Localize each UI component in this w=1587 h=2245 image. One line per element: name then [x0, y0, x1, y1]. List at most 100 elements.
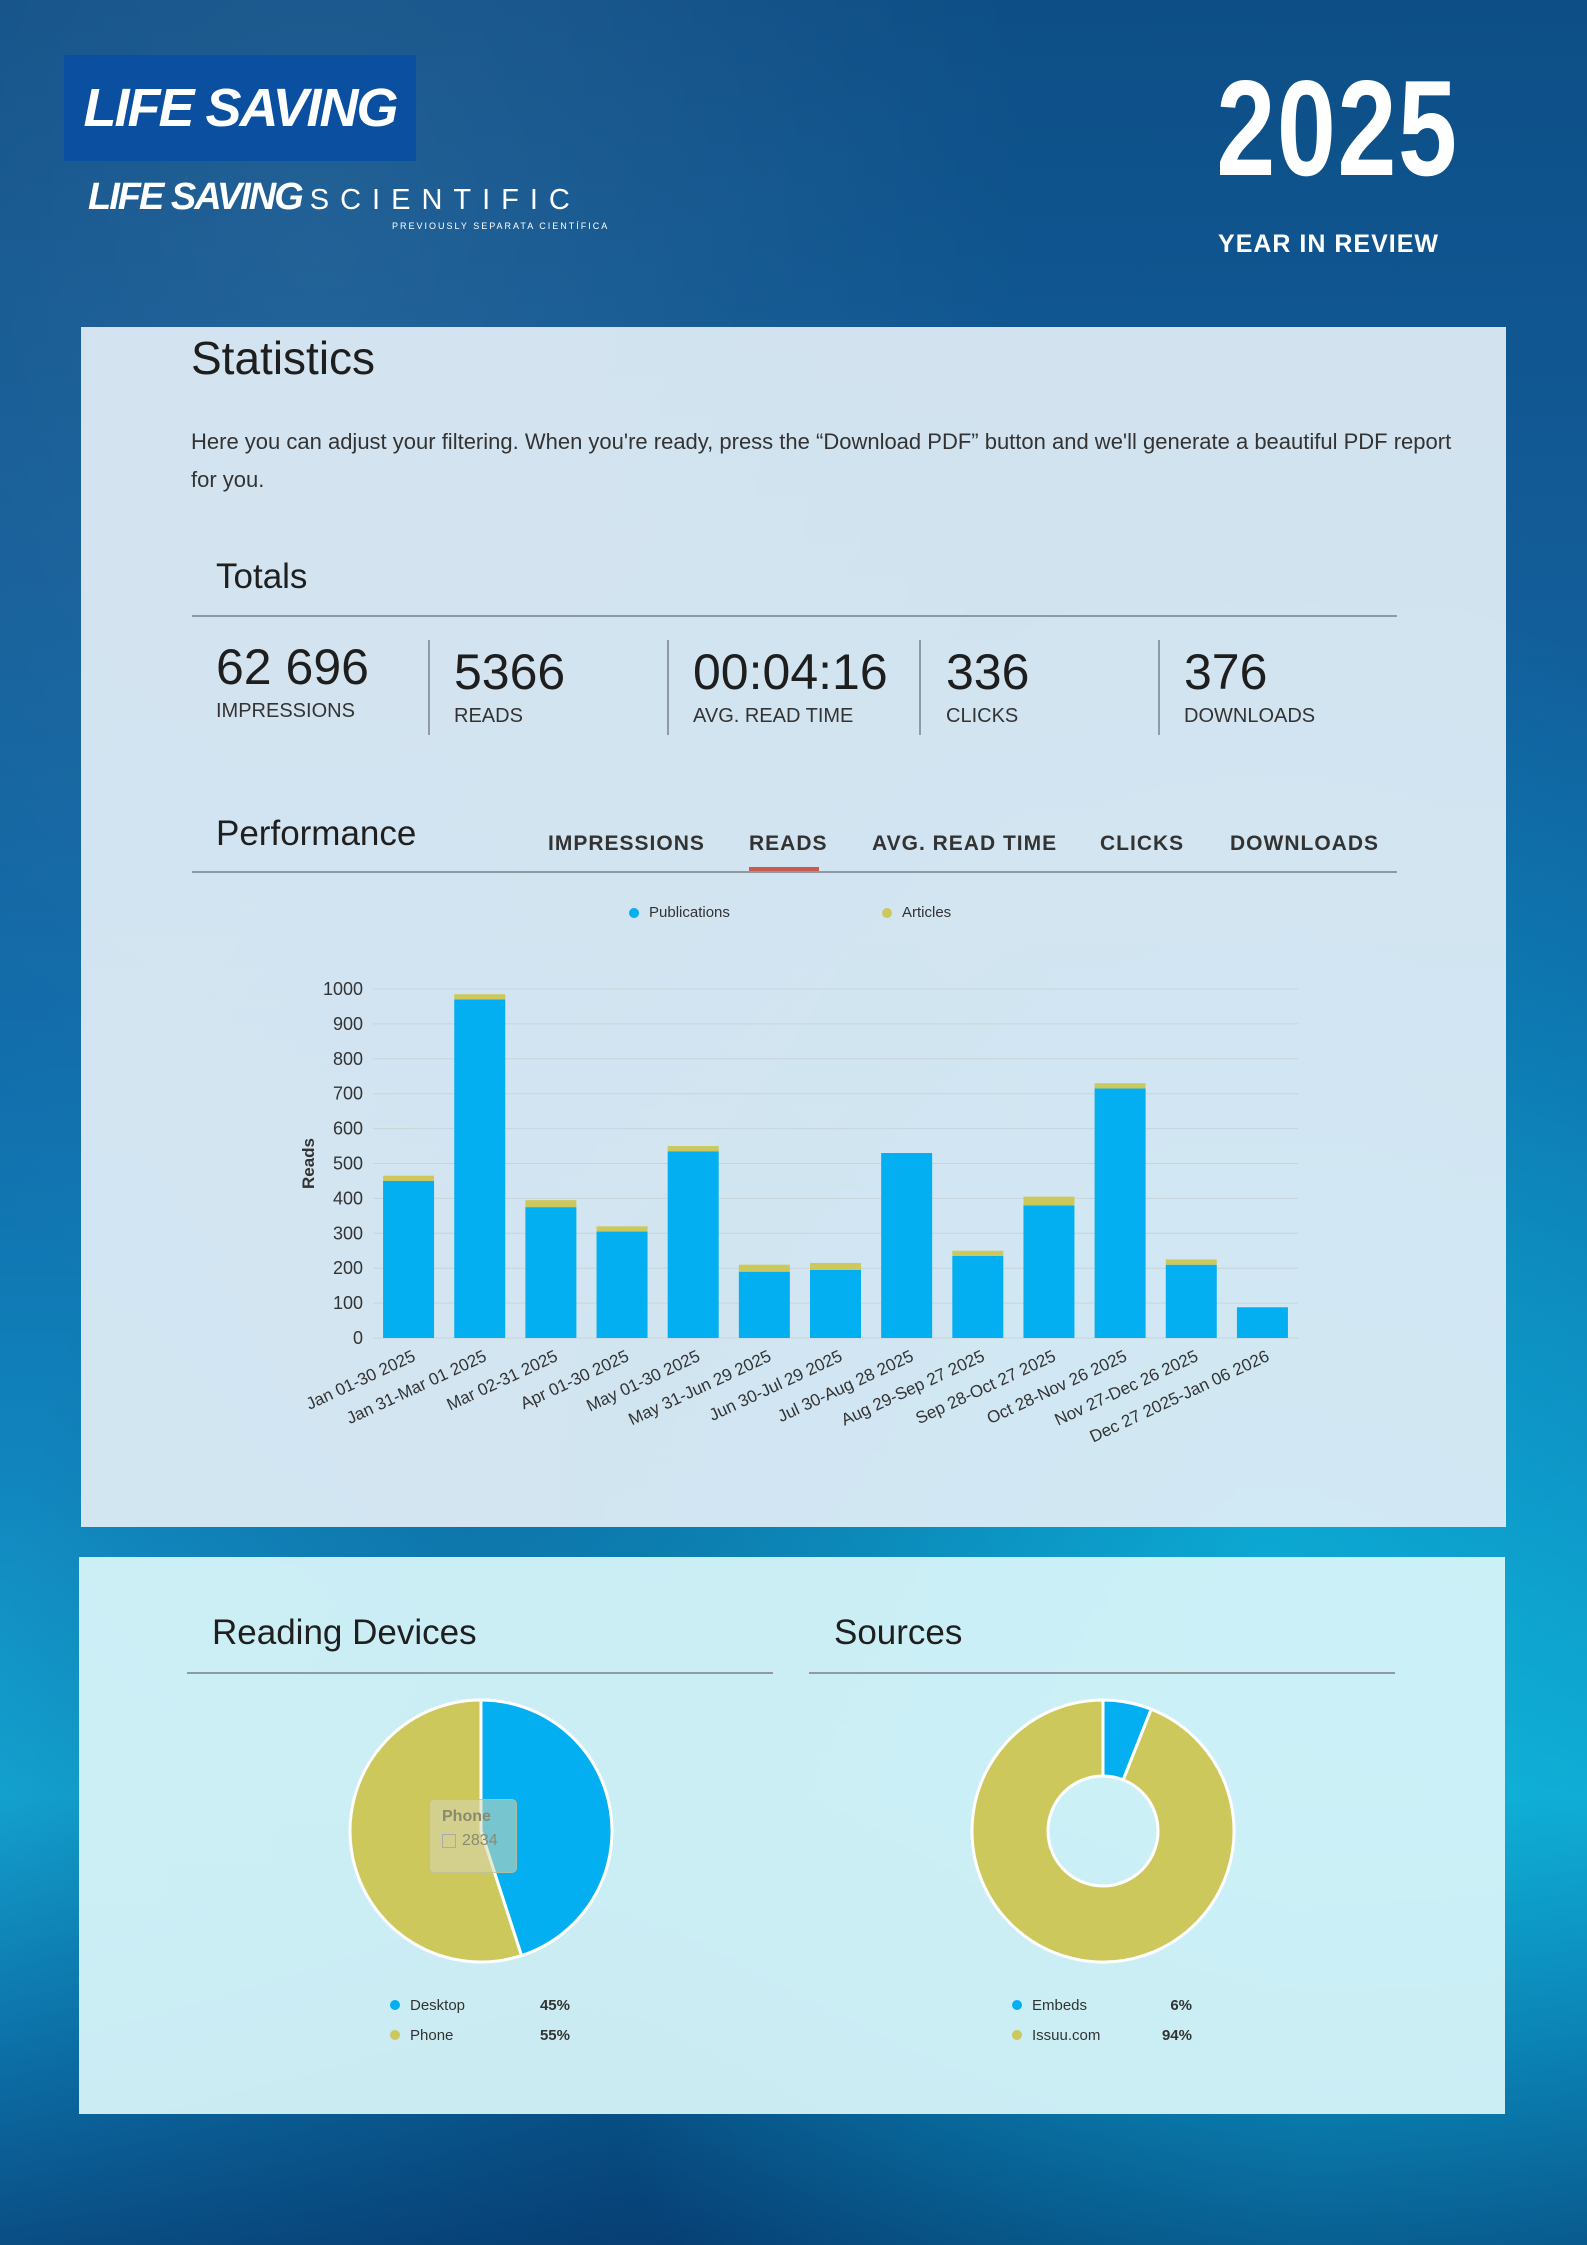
- legend-row-desktop[interactable]: Desktop 45%: [390, 1990, 570, 2020]
- pie-slice-desktop: [479, 1698, 614, 1958]
- statistics-panel: Statistics Here you can adjust your filt…: [81, 327, 1506, 1527]
- tooltip-value: 2834: [462, 1832, 498, 1849]
- desktop-dot: [390, 2000, 400, 2010]
- bar-publications: [738, 1271, 790, 1338]
- totals-separator: [919, 640, 921, 735]
- publications-dot: [629, 908, 639, 919]
- bar-articles: [1094, 1083, 1146, 1089]
- legend-label: Issuu.com: [1032, 2026, 1101, 2044]
- total-value: 376: [1184, 644, 1268, 700]
- bar-publications: [1236, 1307, 1288, 1338]
- year-title: 2025: [1216, 52, 1459, 204]
- sources-heading: Sources: [834, 1613, 963, 1652]
- y-tick-label: 900: [333, 1014, 363, 1034]
- legend-percent: 6%: [1170, 1996, 1192, 2014]
- tab-clicks[interactable]: CLICKS: [1100, 832, 1185, 855]
- total-reads: 5366 READS: [454, 647, 565, 728]
- devices-sources-panel: Reading Devices Sources Desktop 45% Phon…: [79, 1557, 1505, 2114]
- total-label: AVG. READ TIME: [693, 705, 854, 727]
- total-label: CLICKS: [946, 705, 1019, 727]
- page-title: Statistics: [191, 332, 376, 384]
- reading-devices-heading: Reading Devices: [212, 1613, 477, 1652]
- performance-divider: [192, 871, 1397, 873]
- totals-separator: [1158, 640, 1160, 735]
- y-axis-label: Reads: [299, 1138, 318, 1189]
- y-tick-label: 500: [333, 1154, 363, 1174]
- reading-devices-pie: [348, 1698, 1236, 1964]
- bar-publications: [881, 1153, 933, 1338]
- legend-publications[interactable]: Publications: [629, 904, 730, 921]
- bar-articles: [454, 994, 506, 1000]
- bar-publications: [667, 1151, 719, 1338]
- legend-percent: 55%: [539, 2026, 570, 2044]
- logo-main-text: LIFE SAVING: [83, 78, 398, 138]
- y-tick-label: 0: [353, 1328, 363, 1348]
- sources-legend: Embeds 6% Issuu.com 94%: [1012, 1990, 1192, 2050]
- legend-label: Embeds: [1032, 1996, 1088, 2014]
- bar-articles: [1165, 1259, 1217, 1265]
- bar-publications: [810, 1269, 861, 1338]
- articles-dot: [882, 908, 892, 919]
- y-tick-label: 100: [333, 1293, 363, 1313]
- total-label: READS: [454, 705, 523, 727]
- y-tick-label: 700: [333, 1084, 363, 1104]
- total-clicks: 336 CLICKS: [946, 647, 1029, 728]
- y-tick-label: 800: [333, 1049, 363, 1069]
- y-tick-label: 200: [333, 1258, 363, 1278]
- legend-percent: 45%: [539, 1996, 570, 2014]
- issuu-dot: [1012, 2030, 1022, 2040]
- sources-divider: [809, 1672, 1395, 1674]
- bar-articles: [383, 1175, 435, 1181]
- bar-articles: [1023, 1196, 1075, 1206]
- bar-publications: [525, 1207, 577, 1338]
- tab-avg-read-time[interactable]: AVG. READ TIME: [872, 832, 1058, 855]
- pie-slice-issuucom: [970, 1698, 1236, 1964]
- total-label: IMPRESSIONS: [216, 700, 355, 722]
- totals-divider: [192, 615, 1397, 617]
- y-tick-label: 600: [333, 1119, 363, 1139]
- tab-impressions[interactable]: IMPRESSIONS: [548, 832, 705, 855]
- total-value: 5366: [454, 644, 566, 700]
- y-tick-label: 1000: [323, 979, 363, 999]
- totals-separator: [428, 640, 430, 735]
- bar-publications: [1094, 1088, 1146, 1338]
- total-label: DOWNLOADS: [1184, 705, 1316, 727]
- bar-publications: [952, 1255, 1004, 1338]
- legend-label: Phone: [410, 2026, 454, 2044]
- pie-tooltip: Phone 2834: [429, 1799, 517, 1873]
- bar-publications: [1023, 1205, 1075, 1338]
- tooltip-label: Phone: [442, 1808, 491, 1825]
- total-impressions: 62 696 IMPRESSIONS: [216, 642, 369, 723]
- life-saving-logo: LIFE SAVING: [64, 55, 416, 161]
- bar-publications: [454, 999, 506, 1338]
- active-tab-indicator: [749, 867, 819, 871]
- tab-downloads[interactable]: DOWNLOADS: [1230, 832, 1379, 855]
- bar-publications: [383, 1180, 435, 1338]
- legend-label: Articles: [902, 904, 952, 921]
- legend-row-embeds[interactable]: Embeds 6%: [1012, 1990, 1192, 2020]
- total-downloads: 376 DOWNLOADS: [1184, 647, 1315, 728]
- reading-devices-divider: [187, 1672, 773, 1674]
- bar-publications: [596, 1231, 648, 1338]
- legend-row-issuu[interactable]: Issuu.com 94%: [1012, 2020, 1192, 2050]
- devices-legend: Desktop 45% Phone 55%: [390, 1990, 570, 2050]
- legend-percent: 94%: [1161, 2026, 1192, 2044]
- reads-bar-chart: 01002003004005006007008009001000ReadsJan…: [299, 979, 1298, 1446]
- bar-articles: [525, 1200, 577, 1208]
- phone-dot: [390, 2030, 400, 2040]
- bar-articles: [738, 1264, 790, 1272]
- bar-articles: [810, 1262, 861, 1270]
- embeds-dot: [1012, 2000, 1022, 2010]
- totals-separator: [667, 640, 669, 735]
- total-value: 336: [946, 644, 1030, 700]
- tooltip-swatch-icon: [442, 1834, 456, 1848]
- tab-reads[interactable]: READS: [749, 832, 828, 855]
- logo-sub-main-text: LIFE SAVING: [88, 176, 304, 218]
- legend-row-phone[interactable]: Phone 55%: [390, 2020, 570, 2050]
- legend-articles[interactable]: Articles: [882, 904, 951, 921]
- year-review-subtitle: YEAR IN REVIEW: [1218, 230, 1439, 258]
- logo-previously-text: PREVIOUSLY SEPARATA CIENTÍFICA: [392, 221, 610, 231]
- y-tick-label: 400: [333, 1188, 363, 1208]
- total-avg-read-time: 00:04:16 AVG. READ TIME: [693, 647, 888, 728]
- total-value: 62 696: [216, 639, 369, 695]
